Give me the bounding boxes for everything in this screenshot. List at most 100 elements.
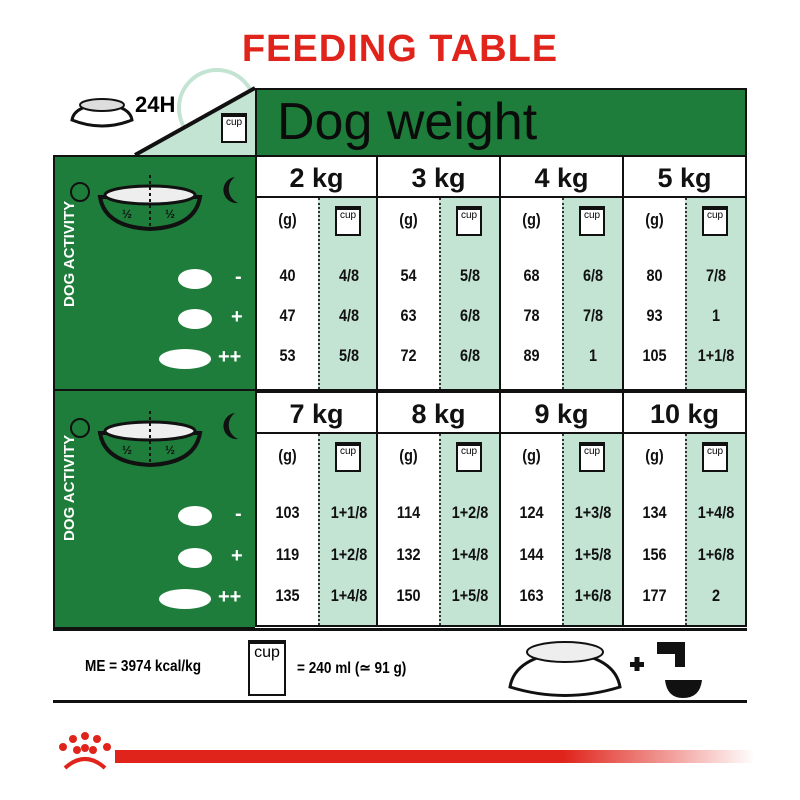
cup-icon: cup [579, 206, 605, 236]
grams-value: 63 [400, 306, 417, 325]
cups-value: 1+5/8 [574, 545, 612, 564]
grams-value: 132 [396, 545, 421, 564]
grams-value: 78 [523, 306, 540, 325]
half-label: ½ [165, 207, 176, 221]
cup-icon: cup [702, 206, 728, 236]
dog-standing-icon [178, 309, 212, 329]
cups-value: 4/8 [338, 306, 360, 325]
cup-equivalence: = 240 ml (≃ 91 g) [297, 660, 407, 677]
cups-value: 6/8 [582, 266, 604, 285]
cups-value: 6/8 [459, 306, 481, 325]
activity-level: ++ [218, 586, 242, 608]
weight-label: 7 kg [257, 391, 376, 434]
cups-value: 1+1/8 [330, 503, 368, 522]
grams-value: 68 [523, 266, 540, 285]
activity-level: + [231, 306, 243, 328]
activity-panel-1: DOG ACTIVITY [53, 155, 255, 391]
activity-level: - [235, 266, 242, 288]
weight-label: 4 kg [501, 155, 622, 198]
weight-column: 7 kg (g) cup 103 1+1/8 119 1+2/8 135 1+4/8 [255, 391, 378, 627]
weight-column: 8 kg (g) cup 114 1+2/8 132 1+4/8 150 1+5/8 [378, 391, 501, 627]
bowl-sun-moon-icon [70, 175, 238, 232]
cups-value: 1+4/8 [697, 503, 735, 522]
grams-value: 135 [275, 586, 300, 605]
activity-level: + [231, 545, 243, 567]
dog-weight-header: Dog weight [255, 88, 747, 155]
page-title: FEEDING TABLE [241, 28, 559, 70]
grams-value: 134 [642, 503, 667, 522]
grams-header: (g) [399, 446, 418, 465]
cup-icon: cup [456, 442, 482, 472]
grams-value: 124 [519, 503, 544, 522]
dog-running-icon [159, 349, 211, 369]
grams-value: 105 [642, 346, 667, 365]
grams-value: 47 [279, 306, 296, 325]
cups-value: 1+6/8 [697, 545, 735, 564]
weight-column: 3 kg (g) cup 54 5/8 63 6/8 72 6/8 [378, 155, 501, 391]
duration-label: 24H [135, 92, 176, 117]
grams-header: (g) [645, 210, 664, 229]
header-title: Dog weight [277, 93, 538, 151]
cup-icon: cup [335, 206, 361, 236]
cup-icon: cup [335, 442, 361, 472]
dog-standing-icon [178, 548, 212, 568]
half-label: ½ [122, 207, 133, 221]
cups-value: 1+1/8 [697, 346, 735, 365]
grams-value: 114 [396, 503, 421, 522]
cup-icon: cup [579, 442, 605, 472]
cups-value: 1+2/8 [451, 503, 489, 522]
weight-label: 3 kg [378, 155, 499, 198]
cups-value: 1+4/8 [330, 586, 368, 605]
cups-value: 5/8 [338, 346, 360, 365]
cups-value: 1+5/8 [451, 586, 489, 605]
grams-value: 53 [279, 346, 296, 365]
grams-value: 89 [523, 346, 540, 365]
grams-value: 119 [275, 545, 300, 564]
energy-label: ME = 3974 kcal/kg [85, 658, 202, 675]
grams-value: 40 [279, 266, 296, 285]
cup-icon: cup [221, 113, 247, 143]
weight-label: 8 kg [378, 391, 499, 434]
grams-value: 80 [646, 266, 663, 285]
weight-column: 10 kg (g) cup 134 1+4/8 156 1+6/8 177 2 [624, 391, 747, 627]
bowl-sun-moon-icon [70, 411, 238, 468]
dog-running-icon [159, 589, 211, 609]
grams-value: 144 [519, 545, 544, 564]
royal-canin-crown-logo [59, 732, 111, 770]
weight-column: 2 kg (g) cup 40 4/8 47 4/8 53 5/8 [255, 155, 378, 391]
grams-header: (g) [399, 210, 418, 229]
grams-value: 54 [400, 266, 417, 285]
cups-value: 6/8 [459, 346, 481, 365]
grams-header: (g) [278, 210, 297, 229]
weight-column: 4 kg (g) cup 68 6/8 78 7/8 89 1 [501, 155, 624, 391]
cups-value: 2 [711, 586, 721, 605]
activity-level: - [235, 503, 242, 525]
weight-label: 9 kg [501, 391, 622, 434]
dog-lying-icon [178, 506, 212, 526]
weight-column: 9 kg (g) cup 124 1+3/8 144 1+5/8 163 1+6/8 [501, 391, 624, 627]
half-label: ½ [122, 443, 133, 457]
cups-value: 1+3/8 [574, 503, 612, 522]
cups-value: 5/8 [459, 266, 481, 285]
weight-label: 5 kg [624, 155, 745, 198]
cups-value: 7/8 [582, 306, 604, 325]
cups-value: 1+2/8 [330, 545, 368, 564]
grams-header: (g) [522, 446, 541, 465]
weight-column: 5 kg (g) cup 80 7/8 93 1 105 1+1/8 [624, 155, 747, 391]
cup-icon: cup [248, 640, 286, 696]
grams-value: 103 [275, 503, 300, 522]
grams-value: 150 [396, 586, 421, 605]
cup-icon: cup [702, 442, 728, 472]
cups-value: 4/8 [338, 266, 360, 285]
grams-value: 177 [642, 586, 667, 605]
cups-value: 1+4/8 [451, 545, 489, 564]
grams-value: 163 [519, 586, 544, 605]
bowl-water-icon [508, 641, 702, 698]
grams-value: 156 [642, 545, 667, 564]
cup-icon: cup [456, 206, 482, 236]
weight-label: 2 kg [257, 155, 376, 198]
cups-value: 1+6/8 [574, 586, 612, 605]
activity-level: ++ [218, 346, 242, 368]
weight-label: 10 kg [624, 391, 745, 434]
cups-value: 1 [588, 346, 598, 365]
